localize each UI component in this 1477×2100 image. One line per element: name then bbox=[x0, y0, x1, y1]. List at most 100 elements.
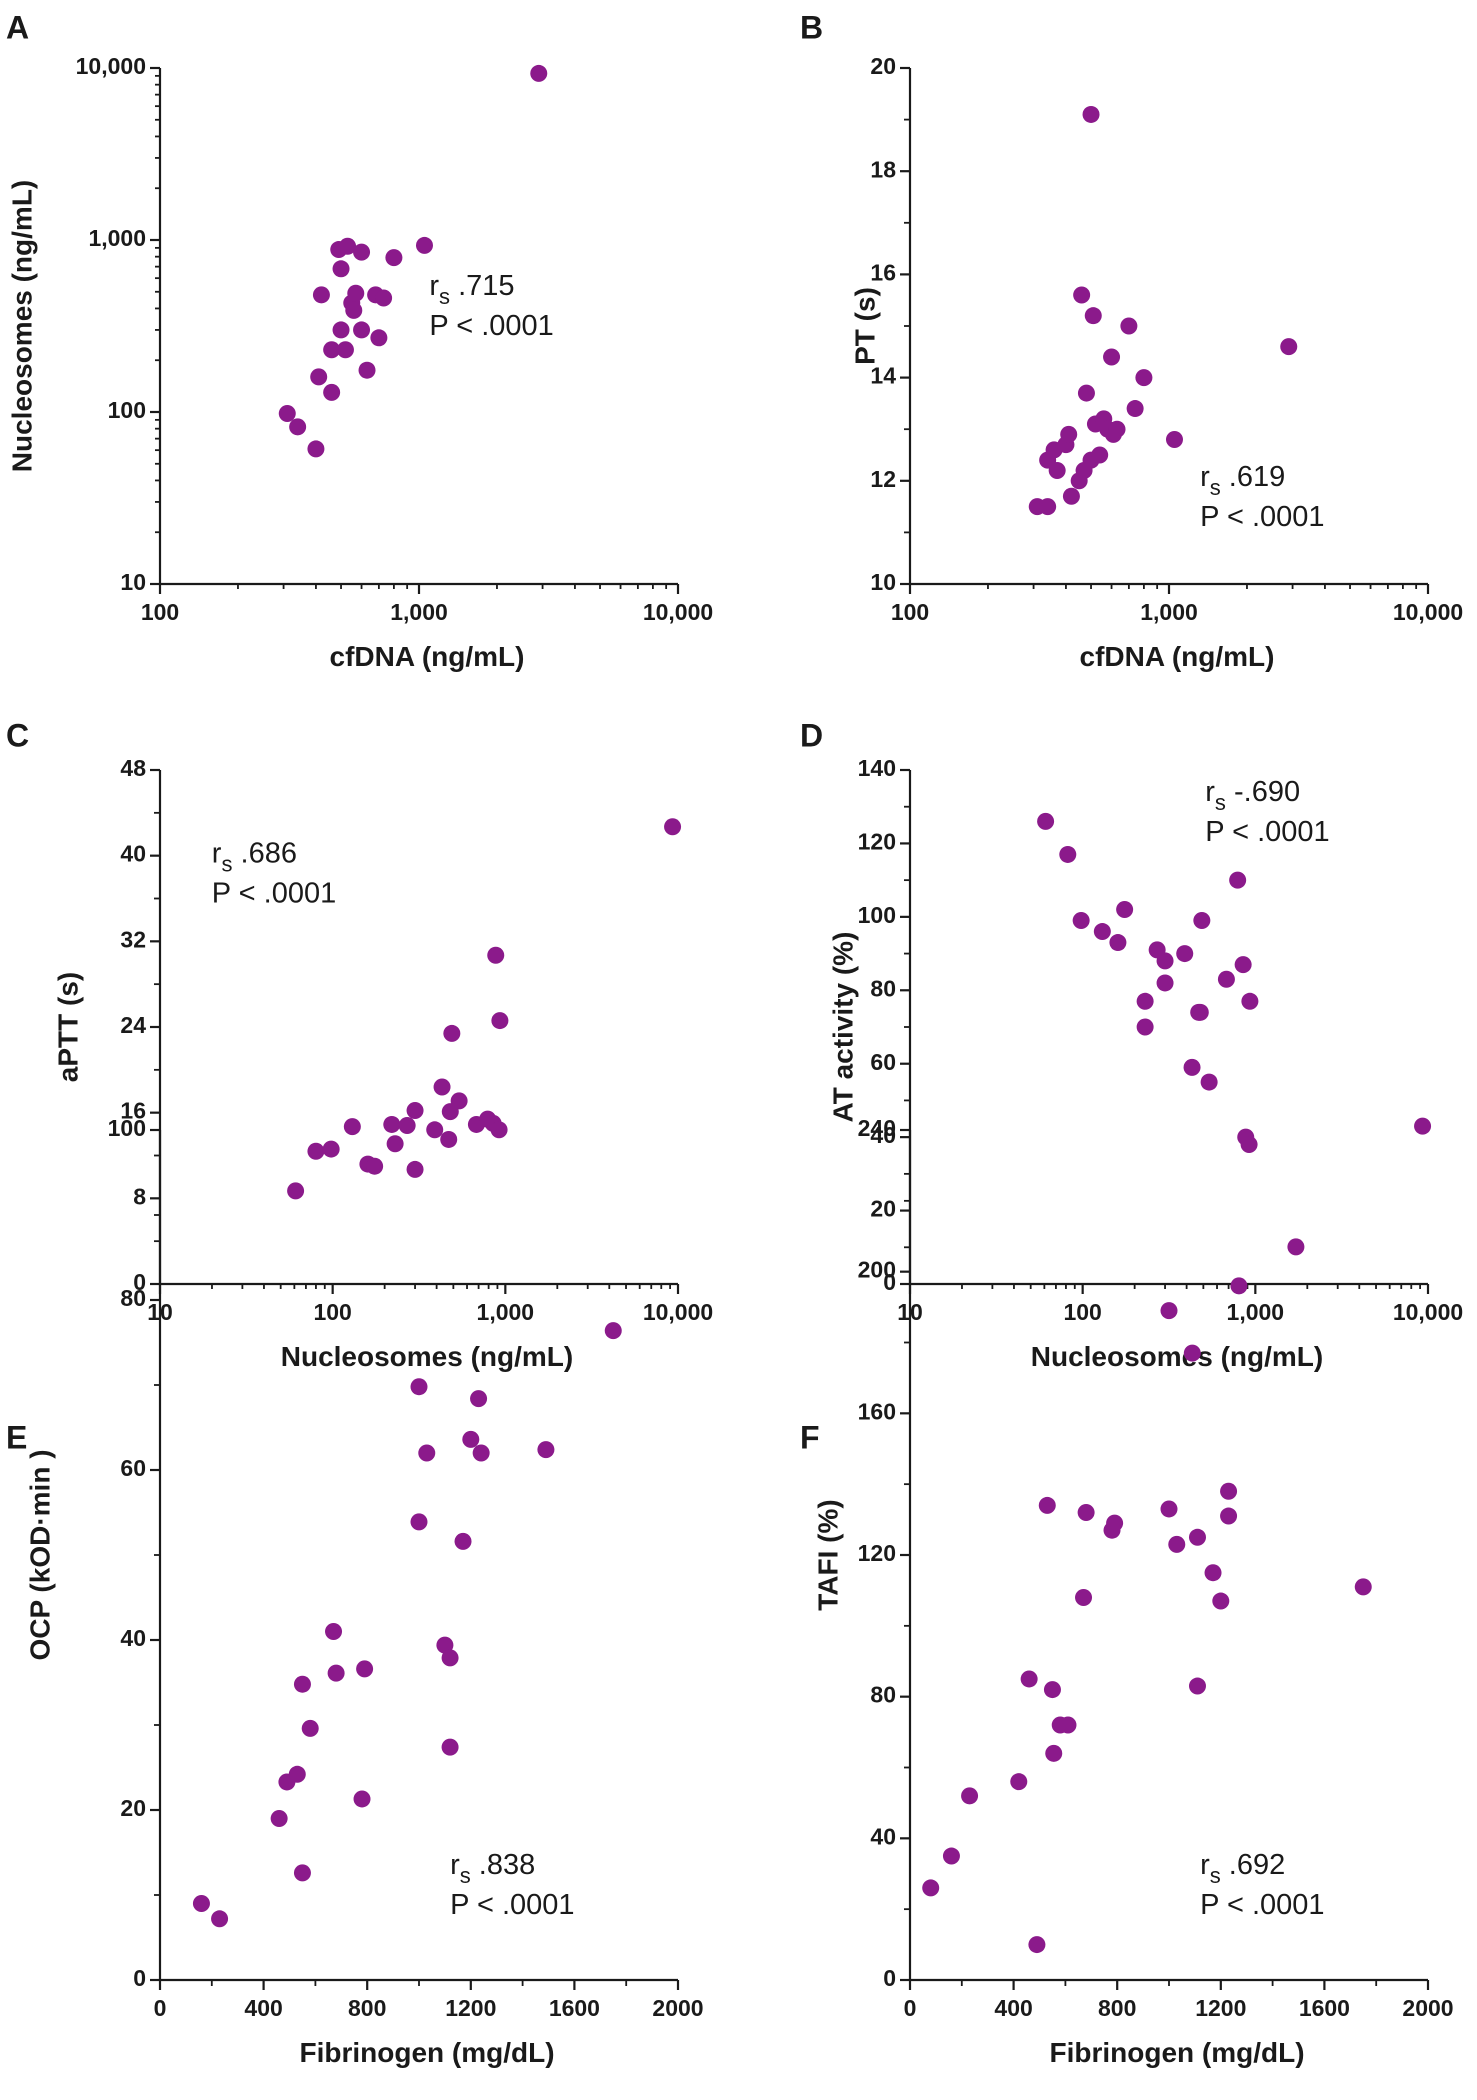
y-tick-label: 10,000 bbox=[76, 53, 146, 79]
data-point bbox=[339, 237, 357, 255]
x-tick-label: 10,000 bbox=[643, 1299, 713, 1325]
data-point bbox=[1072, 912, 1090, 930]
data-point bbox=[358, 361, 376, 379]
y-tick-label: 20 bbox=[870, 53, 896, 79]
data-point bbox=[301, 1719, 319, 1737]
data-point bbox=[1160, 1302, 1178, 1320]
data-point bbox=[1280, 338, 1298, 356]
y-tick-label: 0 bbox=[133, 1269, 146, 1295]
x-tick-label: 100 bbox=[891, 599, 929, 625]
data-point bbox=[1354, 1578, 1372, 1596]
x-tick-label: 1600 bbox=[549, 1995, 600, 2021]
p-value: P < .0001 bbox=[1200, 501, 1324, 533]
data-point bbox=[454, 1532, 472, 1550]
data-point bbox=[1191, 1003, 1209, 1021]
data-point bbox=[1204, 1564, 1222, 1582]
x-tick-label: 100 bbox=[313, 1299, 351, 1325]
data-point bbox=[1287, 1238, 1305, 1256]
data-point bbox=[1120, 317, 1138, 335]
x-axis-label: Nucleosomes (ng/mL) bbox=[281, 1341, 573, 1372]
y-tick-label: 0 bbox=[133, 1965, 146, 1991]
data-point bbox=[406, 1160, 424, 1178]
data-point bbox=[1062, 487, 1080, 505]
x-tick-label: 100 bbox=[1063, 1299, 1101, 1325]
data-point bbox=[323, 341, 341, 359]
panel-letter: A bbox=[6, 9, 29, 45]
correlation-coefficient: rs .838 bbox=[450, 1849, 535, 1888]
data-point bbox=[1073, 286, 1091, 304]
y-tick-label: 0 bbox=[883, 1965, 896, 1991]
data-point bbox=[312, 286, 330, 304]
data-point bbox=[433, 1078, 451, 1096]
data-point bbox=[287, 1182, 305, 1200]
y-tick-label: 100 bbox=[858, 902, 896, 928]
data-point bbox=[537, 1441, 555, 1459]
data-point bbox=[1156, 974, 1174, 992]
data-point bbox=[383, 1115, 401, 1133]
data-point bbox=[1135, 369, 1153, 387]
p-value: P < .0001 bbox=[212, 878, 336, 910]
data-point bbox=[1010, 1773, 1028, 1791]
data-point bbox=[336, 341, 354, 359]
data-point bbox=[491, 1012, 509, 1030]
data-point bbox=[443, 1024, 461, 1042]
data-point bbox=[440, 1130, 458, 1148]
data-point bbox=[1082, 105, 1100, 123]
data-point bbox=[1217, 970, 1235, 988]
data-point bbox=[462, 1430, 480, 1448]
data-point bbox=[664, 818, 682, 836]
data-point bbox=[1160, 1500, 1178, 1518]
data-point bbox=[1136, 992, 1154, 1010]
y-axis-label: AT activity (%) bbox=[827, 932, 858, 1123]
data-point bbox=[1414, 1117, 1432, 1135]
data-point bbox=[1048, 461, 1066, 479]
data-point bbox=[426, 1121, 444, 1139]
x-tick-label: 800 bbox=[348, 1995, 386, 2021]
data-point bbox=[1108, 420, 1126, 438]
y-tick-label: 100 bbox=[108, 1115, 146, 1141]
data-point bbox=[406, 1102, 424, 1120]
x-tick-label: 10,000 bbox=[643, 599, 713, 625]
data-point bbox=[398, 1117, 416, 1135]
y-tick-label: 16 bbox=[120, 1098, 146, 1124]
data-point bbox=[1039, 498, 1057, 516]
data-point bbox=[470, 1390, 488, 1408]
data-point bbox=[366, 1157, 384, 1175]
data-point bbox=[1077, 1504, 1095, 1521]
panel-b: B 10 12 14 16 18 20 100 1,000 10,000 cfDNA (ng/mL)… bbox=[800, 9, 1463, 672]
x-tick-label: 2000 bbox=[652, 1995, 703, 2021]
data-point bbox=[385, 249, 403, 267]
data-point bbox=[307, 440, 325, 458]
data-point bbox=[1156, 952, 1174, 970]
data-point bbox=[1084, 307, 1102, 325]
data-point bbox=[345, 301, 363, 319]
data-point bbox=[278, 405, 296, 423]
x-axis-label: Nucleosomes (ng/mL) bbox=[1031, 1341, 1323, 1372]
data-point bbox=[375, 289, 393, 307]
data-point bbox=[942, 1847, 960, 1865]
y-tick-label: 20 bbox=[870, 1196, 896, 1222]
data-point bbox=[310, 368, 328, 386]
x-tick-label: 800 bbox=[1098, 1995, 1136, 2021]
data-point bbox=[604, 1322, 622, 1340]
y-tick-label: 200 bbox=[858, 1257, 896, 1283]
data-point bbox=[418, 1444, 436, 1462]
data-point bbox=[1038, 1496, 1056, 1514]
data-point bbox=[1028, 1936, 1046, 1954]
y-tick-label: 100 bbox=[108, 397, 146, 423]
p-value: P < .0001 bbox=[429, 310, 553, 342]
y-tick-label: 80 bbox=[870, 975, 896, 1001]
x-tick-label: 1,000 bbox=[390, 599, 448, 625]
x-tick-label: 400 bbox=[244, 1995, 282, 2021]
y-tick-label: 14 bbox=[870, 363, 896, 389]
data-point bbox=[1200, 1073, 1218, 1091]
data-point bbox=[293, 1864, 311, 1882]
y-tick-label: 48 bbox=[120, 755, 146, 781]
y-tick-label: 18 bbox=[870, 156, 896, 182]
data-point bbox=[1234, 956, 1252, 974]
y-tick-label: 240 bbox=[858, 1115, 896, 1141]
data-point bbox=[1077, 384, 1095, 402]
data-point bbox=[1109, 934, 1127, 952]
y-axis-label: OCP (kOD·min ) bbox=[24, 1449, 55, 1660]
